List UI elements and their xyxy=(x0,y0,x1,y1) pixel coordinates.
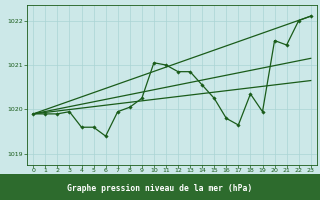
Text: Graphe pression niveau de la mer (hPa): Graphe pression niveau de la mer (hPa) xyxy=(68,184,252,193)
